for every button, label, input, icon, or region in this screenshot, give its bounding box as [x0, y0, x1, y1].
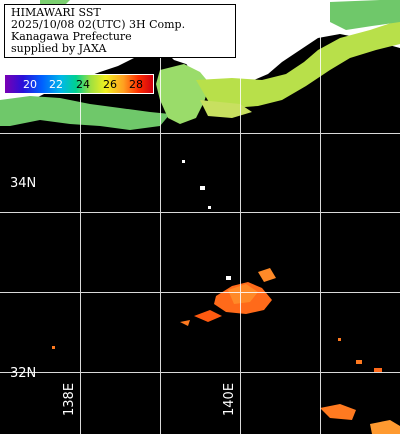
lat-label-32n: 32N — [10, 366, 37, 381]
info-title: HIMAWARI SST — [11, 6, 101, 19]
colorbar-tick: 26 — [103, 78, 117, 91]
islands — [182, 160, 231, 280]
map-info-box: HIMAWARI SST 2025/10/08 02(UTC) 3H Comp. K… — [4, 4, 236, 58]
lon-label-138e: 138E — [62, 382, 77, 416]
info-source: supplied by JAXA — [11, 42, 107, 55]
colorbar-tick: 24 — [76, 78, 90, 91]
info-datetime: 2025/10/08 02(UTC) 3H Comp. — [11, 18, 186, 31]
colorbar-tick: 20 — [23, 78, 37, 91]
colorbar-tick: 22 — [49, 78, 63, 91]
warm-sst-patches — [52, 268, 400, 434]
sst-colorbar: 20 22 24 26 28 — [4, 74, 154, 94]
lon-label-140e: 140E — [222, 382, 237, 416]
info-region: Kanagawa Prefecture — [11, 30, 132, 43]
lat-label-34n: 34N — [10, 176, 37, 191]
colorbar-tick: 28 — [129, 78, 143, 91]
